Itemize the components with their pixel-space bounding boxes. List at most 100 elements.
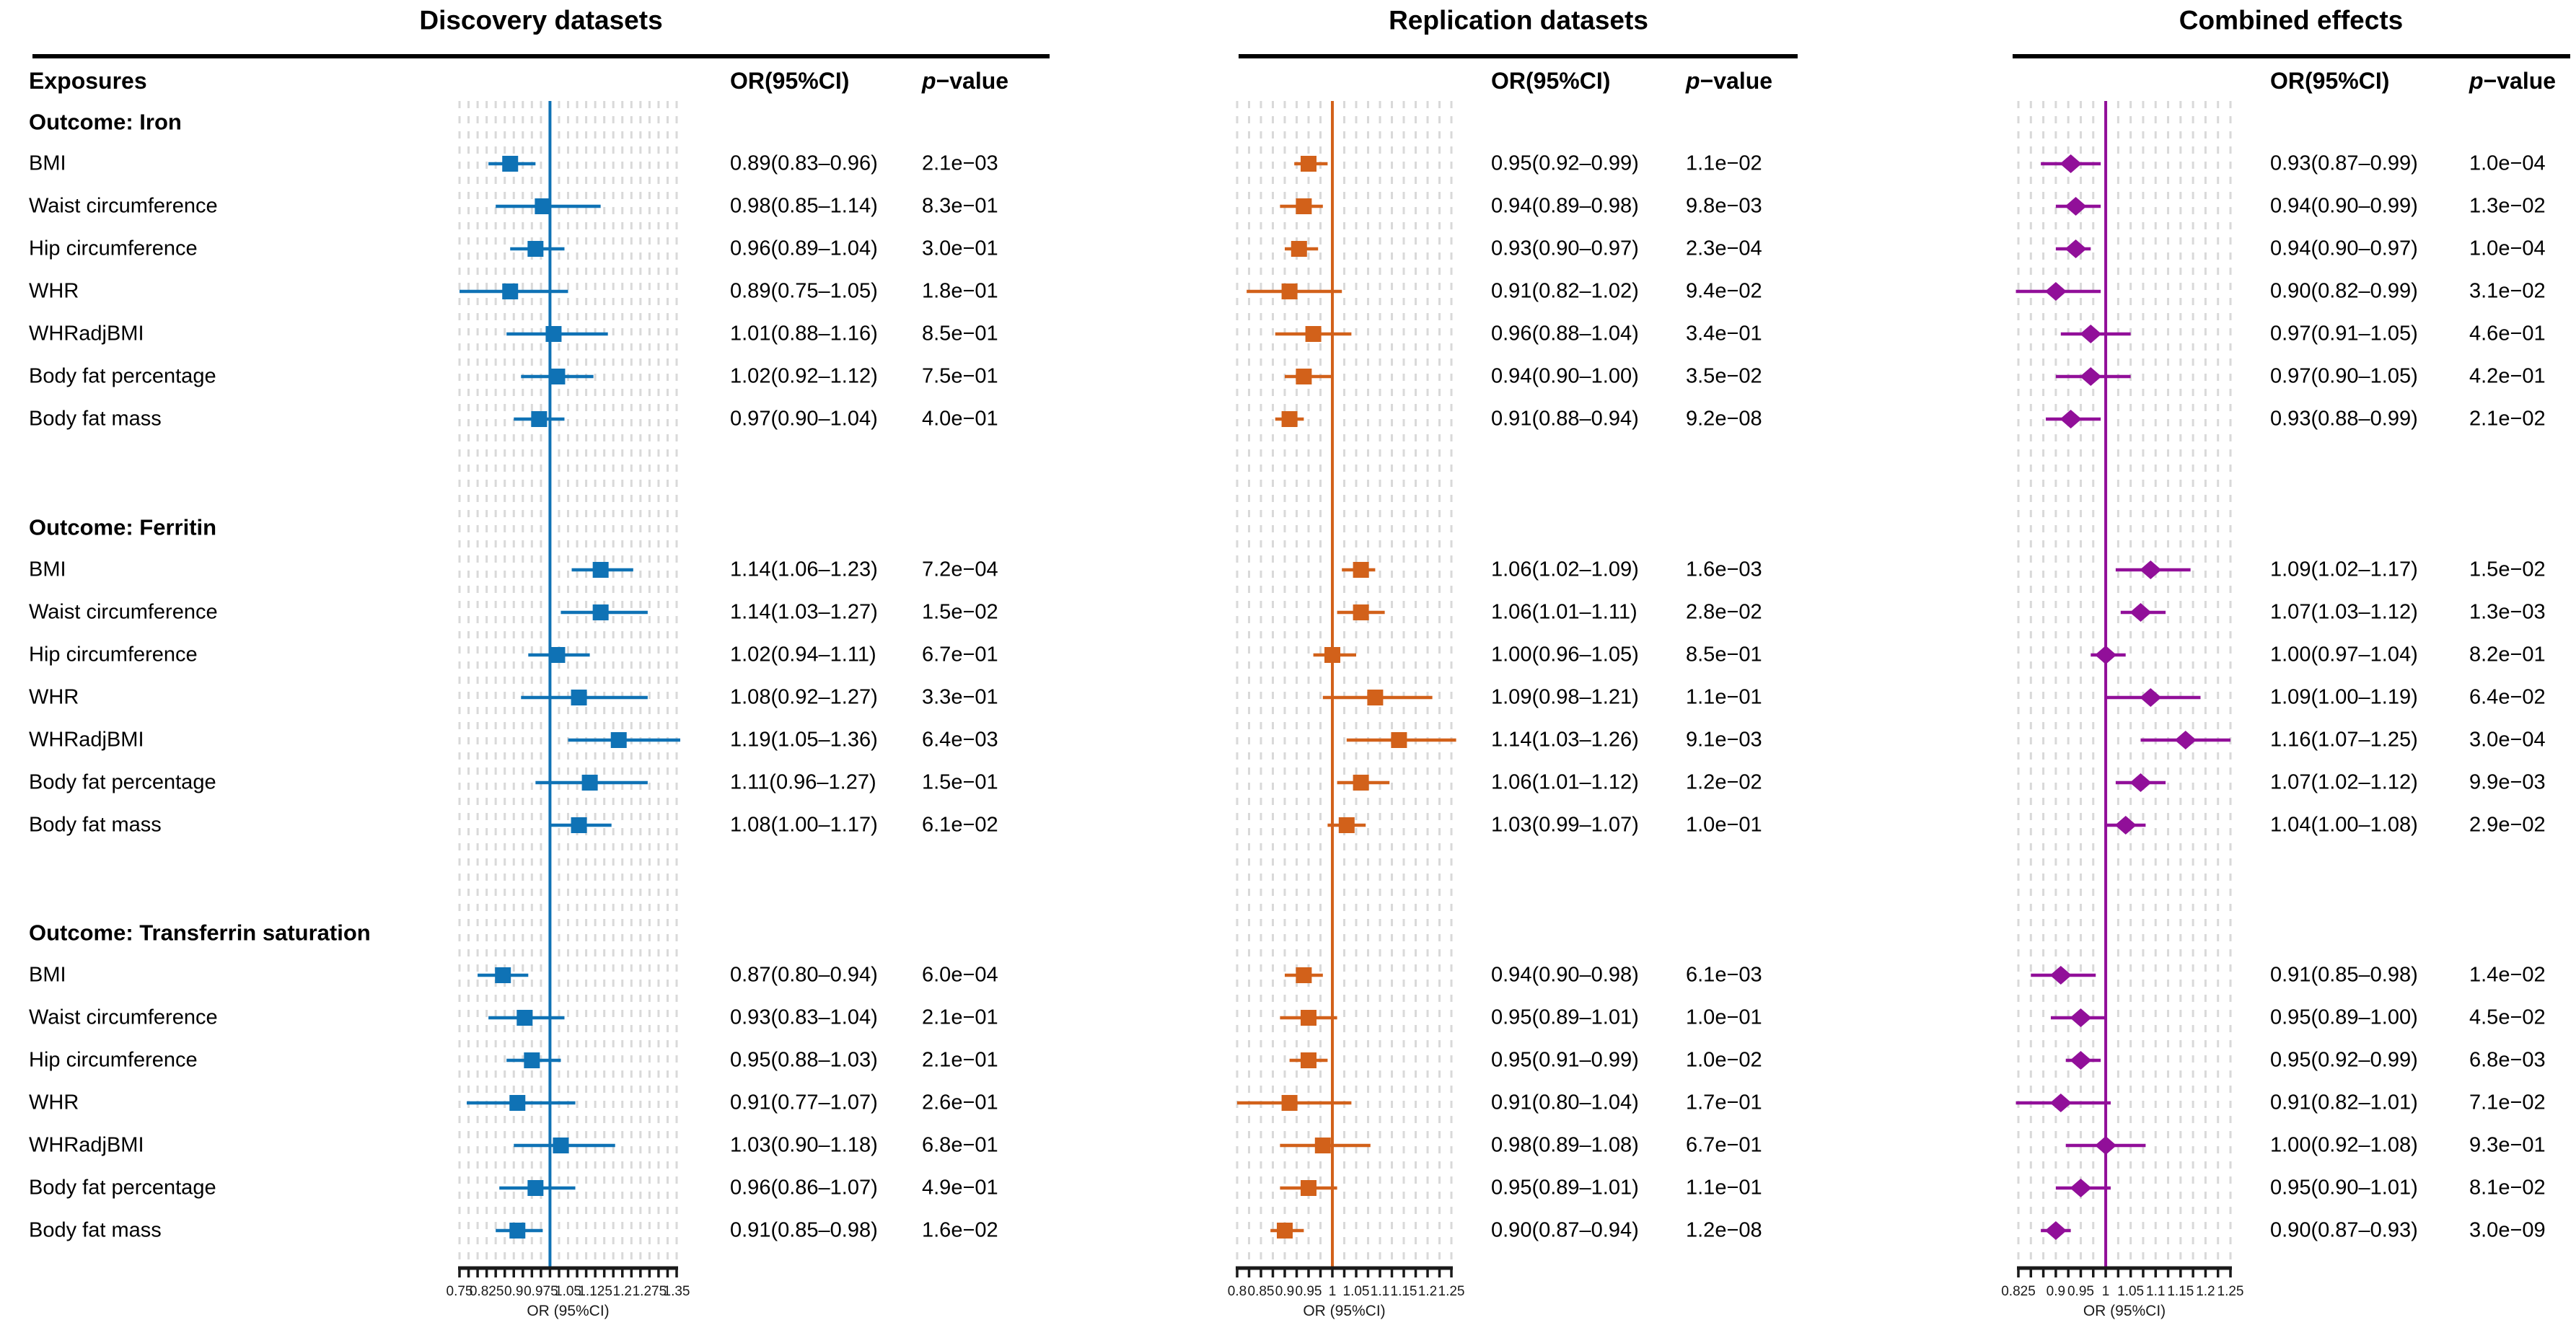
effect-marker <box>502 156 519 172</box>
or-ci-value: 1.09(1.02–1.17) <box>2270 558 2418 581</box>
effect-marker <box>2070 1179 2092 1197</box>
p-value: 6.8e−03 <box>2469 1048 2546 1072</box>
effect-marker <box>1301 1052 1316 1068</box>
exposure-label: Body fat percentage <box>29 1176 216 1200</box>
p-value: 1.1e−01 <box>1686 685 1762 709</box>
or-ci-value: 0.91(0.85–0.98) <box>730 1218 878 1242</box>
exposure-label: Waist circumference <box>29 600 218 624</box>
exposure-label: WHRadjBMI <box>29 728 144 752</box>
or-ci-value: 1.11(0.96–1.27) <box>730 770 876 794</box>
or-ci-value: 0.94(0.90–1.00) <box>1491 364 1639 388</box>
p-value: 1.5e−02 <box>2469 558 2546 581</box>
effect-marker <box>545 326 562 342</box>
effect-marker <box>549 647 566 663</box>
p-value: 1.6e−02 <box>922 1218 998 1242</box>
effect-marker <box>1353 604 1369 620</box>
effect-marker <box>527 1180 544 1196</box>
or-ci-value: 0.90(0.87–0.93) <box>2270 1218 2418 1242</box>
p-italic: p <box>1686 68 1700 94</box>
exposure-label: Hip circumference <box>29 643 198 666</box>
or-ci-value: 1.06(1.02–1.09) <box>1491 558 1639 581</box>
effect-marker <box>2065 239 2087 258</box>
exposure-label: WHR <box>29 279 79 303</box>
effect-marker <box>509 1223 526 1239</box>
p-value: 4.0e−01 <box>922 407 998 431</box>
exposure-label: Waist circumference <box>29 194 218 218</box>
or-ci-value: 0.95(0.89–1.01) <box>1491 1176 1639 1200</box>
effect-marker <box>516 1010 533 1026</box>
effect-marker <box>1338 817 1355 833</box>
or-ci-value: 1.14(1.06–1.23) <box>730 558 878 581</box>
p-value: 8.1e−02 <box>2469 1176 2546 1200</box>
effect-marker <box>571 817 587 833</box>
p-value: 3.0e−09 <box>2469 1218 2546 1242</box>
exposure-label: WHR <box>29 1091 79 1114</box>
or-ci-value: 1.06(1.01–1.12) <box>1491 770 1639 794</box>
exposure-label: Hip circumference <box>29 237 198 260</box>
effect-marker <box>509 1095 526 1111</box>
axis-tick-label: 1 <box>2102 1284 2110 1299</box>
exposure-label: Hip circumference <box>29 1048 198 1072</box>
p-value: 3.5e−02 <box>1686 364 1762 388</box>
p-value: 1.1e−01 <box>1686 1176 1762 1200</box>
p-value: 1.4e−02 <box>2469 963 2546 987</box>
or-ci-value: 0.97(0.90–1.05) <box>2270 364 2418 388</box>
axis-tick-label: 0.9 <box>1275 1284 1294 1299</box>
effect-marker <box>2060 154 2082 173</box>
or-ci-value: 0.96(0.86–1.07) <box>730 1176 878 1200</box>
axis-tick-label: 0.825 <box>2001 1284 2036 1299</box>
or-ci-value: 1.07(1.03–1.12) <box>2270 600 2418 624</box>
effect-marker <box>1353 775 1369 791</box>
p-value: 8.5e−01 <box>1686 643 1762 666</box>
or-ci-value: 0.91(0.82–1.01) <box>2270 1091 2418 1114</box>
effect-marker <box>1391 732 1407 748</box>
effect-marker <box>549 369 566 384</box>
or-ci-value: 0.95(0.91–0.99) <box>1491 1048 1639 1072</box>
or-ci-value: 0.96(0.88–1.04) <box>1491 322 1639 346</box>
effect-marker <box>1296 967 1312 983</box>
effect-marker <box>1305 326 1322 342</box>
exposures-header: Exposures <box>29 68 147 94</box>
effect-marker <box>571 690 587 705</box>
effect-marker <box>1291 241 1307 257</box>
or-ci-value: 0.93(0.87–0.99) <box>2270 151 2418 175</box>
or-ci-value: 1.07(1.02–1.12) <box>2270 770 2418 794</box>
p-value: 1.3e−03 <box>2469 600 2546 624</box>
or-ci-value: 0.89(0.83–0.96) <box>730 151 878 175</box>
p-rest: −value <box>936 68 1009 94</box>
axis-title: OR (95%CI) <box>2083 1303 2166 1319</box>
p-value: 6.1e−02 <box>922 813 998 837</box>
p-value: 9.1e−03 <box>1686 728 1762 752</box>
exposure-label: BMI <box>29 558 66 581</box>
effect-marker <box>1353 562 1369 578</box>
p-value: 7.5e−01 <box>922 364 998 388</box>
p-value: 3.0e−01 <box>922 237 998 260</box>
axis-tick-label: 0.95 <box>1296 1284 1322 1299</box>
axis-tick-label: 1.2 <box>613 1284 632 1299</box>
axis-tick-label: 0.8 <box>1228 1284 1247 1299</box>
or-ci-value: 1.02(0.94–1.11) <box>730 643 876 666</box>
p-value: 7.2e−04 <box>922 558 998 581</box>
or-ci-value: 0.93(0.83–1.04) <box>730 1006 878 1029</box>
axis-tick-label: 1.1 <box>2146 1284 2165 1299</box>
or-ci-value: 0.96(0.89–1.04) <box>730 237 878 260</box>
or-ci-value: 1.06(1.01–1.11) <box>1491 600 1638 624</box>
p-value-header: p−value <box>922 69 1008 92</box>
effect-marker <box>2095 646 2117 664</box>
p-value: 8.3e−01 <box>922 194 998 218</box>
effect-marker <box>2129 773 2152 792</box>
header-rule <box>32 54 1050 58</box>
or-ci-value: 1.08(1.00–1.17) <box>730 813 878 837</box>
p-value: 6.4e−03 <box>922 728 998 752</box>
panel-title-combined: Combined effects <box>2179 5 2404 35</box>
effect-marker <box>610 732 627 748</box>
or-ci-value: 1.02(0.92–1.12) <box>730 364 878 388</box>
outcome-group-label: Outcome: Iron <box>29 109 182 135</box>
effect-marker <box>2070 1008 2092 1027</box>
effect-marker <box>2140 560 2162 579</box>
effect-marker <box>2044 1221 2067 1240</box>
p-value: 9.2e−08 <box>1686 407 1762 431</box>
or-ci-value: 0.91(0.82–1.02) <box>1491 279 1639 303</box>
p-value: 1.5e−01 <box>922 770 998 794</box>
or-ci-header: OR(95%CI) <box>730 68 850 94</box>
